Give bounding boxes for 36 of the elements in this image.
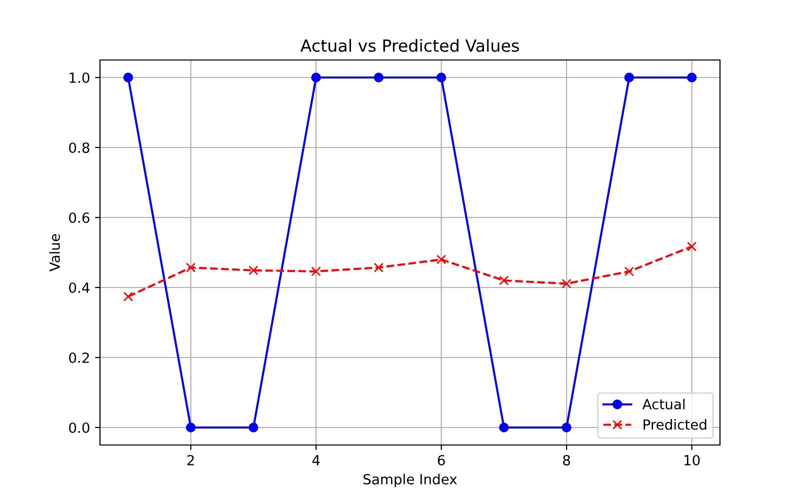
point — [562, 422, 572, 432]
legend-label: Actual — [642, 398, 685, 410]
point — [686, 72, 697, 82]
x-tick-label: 10 — [684, 454, 700, 466]
x-axis-title: Sample Index — [364, 474, 457, 488]
point — [436, 72, 446, 82]
y-tick-label: 0.2 — [69, 352, 89, 363]
point — [374, 72, 384, 82]
y-tick-label: 0.8 — [69, 142, 90, 153]
point — [562, 278, 572, 289]
x-tick-label: 8 — [563, 454, 570, 466]
legend-label: Predicted — [644, 419, 706, 430]
x-tick-label: 4 — [312, 455, 320, 466]
point — [123, 72, 134, 82]
point — [311, 72, 321, 82]
x-tick-label: 2 — [187, 454, 194, 466]
point — [499, 276, 509, 286]
y-tick-label: 0.4 — [69, 282, 90, 293]
point — [123, 292, 134, 302]
point — [499, 422, 509, 432]
point — [624, 72, 634, 82]
point — [311, 266, 321, 276]
y-tick-label: 0.6 — [69, 212, 90, 223]
point — [624, 266, 634, 276]
point — [248, 265, 258, 276]
y-tick-label: 0.0 — [69, 422, 90, 433]
point — [374, 262, 384, 272]
point — [186, 262, 196, 272]
chart-title: Actual vs Predicted Values — [300, 39, 519, 52]
y-tick-label: 1.0 — [70, 72, 90, 83]
point — [248, 422, 258, 432]
y-axis-title: Value — [49, 234, 60, 272]
x-tick-label: 6 — [438, 454, 445, 466]
point — [436, 254, 446, 264]
point — [686, 242, 697, 252]
point — [186, 422, 196, 432]
